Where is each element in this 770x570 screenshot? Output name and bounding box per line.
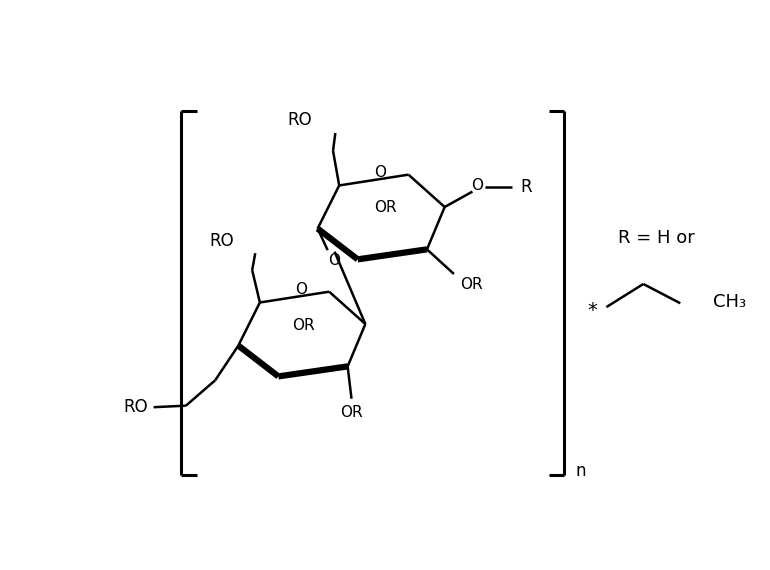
Text: OR: OR: [374, 200, 397, 214]
Text: OR: OR: [460, 277, 483, 292]
Text: CH₃: CH₃: [712, 293, 746, 311]
Text: RO: RO: [209, 232, 233, 250]
Text: O: O: [471, 178, 483, 193]
Text: RO: RO: [124, 398, 148, 416]
Text: O: O: [295, 282, 306, 297]
Text: n: n: [576, 462, 586, 480]
Text: *: *: [588, 302, 598, 320]
Text: O: O: [329, 254, 340, 268]
Text: R: R: [521, 178, 532, 196]
Text: RO: RO: [288, 111, 312, 129]
Text: OR: OR: [340, 405, 363, 420]
Text: R = H or: R = H or: [618, 229, 695, 247]
Text: OR: OR: [293, 318, 315, 333]
Text: O: O: [374, 165, 386, 180]
